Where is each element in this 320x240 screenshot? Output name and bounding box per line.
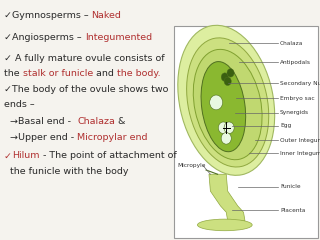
Text: Chalaza: Chalaza	[280, 41, 303, 46]
Text: stalk or funicle: stalk or funicle	[23, 69, 93, 78]
Ellipse shape	[221, 132, 231, 144]
Text: the funicle with the body: the funicle with the body	[4, 167, 129, 176]
Ellipse shape	[210, 95, 223, 110]
Text: ✓Gymnosperms –: ✓Gymnosperms –	[4, 11, 92, 20]
Text: ends –: ends –	[4, 100, 35, 109]
Ellipse shape	[224, 122, 234, 134]
Text: Integumented: Integumented	[84, 33, 152, 42]
Text: the body.: the body.	[117, 69, 160, 78]
Bar	[174, 26, 318, 238]
Text: the: the	[4, 69, 23, 78]
Text: Egg: Egg	[280, 123, 291, 128]
Text: →Upper end -: →Upper end -	[4, 133, 77, 142]
Ellipse shape	[197, 219, 252, 231]
Text: Inner Integume.: Inner Integume.	[280, 151, 320, 156]
Text: Chalaza: Chalaza	[77, 117, 115, 126]
Text: Outer Integume.: Outer Integume.	[280, 138, 320, 143]
Ellipse shape	[178, 25, 275, 175]
Text: Naked: Naked	[92, 11, 122, 20]
Text: ✓: ✓	[4, 151, 12, 160]
PathPatch shape	[209, 174, 245, 221]
Ellipse shape	[193, 49, 262, 160]
Ellipse shape	[221, 73, 228, 81]
Text: ✓The body of the ovule shows two: ✓The body of the ovule shows two	[4, 85, 168, 94]
Text: and: and	[93, 69, 117, 78]
Text: Micropylar end: Micropylar end	[77, 133, 148, 142]
Text: ✓ A fully mature ovule consists of: ✓ A fully mature ovule consists of	[4, 54, 164, 63]
Ellipse shape	[201, 62, 246, 152]
Text: Embryo sac: Embryo sac	[280, 96, 315, 101]
Ellipse shape	[187, 38, 269, 167]
Ellipse shape	[224, 77, 231, 85]
Text: Antipodals: Antipodals	[280, 60, 311, 65]
Text: Micropyle: Micropyle	[177, 163, 206, 168]
Ellipse shape	[218, 122, 228, 134]
Text: Placenta: Placenta	[280, 208, 306, 213]
Text: Secondary Nucl.: Secondary Nucl.	[280, 81, 320, 86]
Text: ✓Angiosperms –: ✓Angiosperms –	[4, 33, 84, 42]
Text: →Basal end -: →Basal end -	[4, 117, 77, 126]
Text: Synergids: Synergids	[280, 110, 309, 115]
Text: Hilum: Hilum	[12, 151, 39, 160]
Text: Funicle: Funicle	[280, 184, 301, 189]
Text: - The point of attachment of: - The point of attachment of	[39, 151, 176, 160]
Text: &: &	[115, 117, 125, 126]
Ellipse shape	[227, 69, 234, 77]
